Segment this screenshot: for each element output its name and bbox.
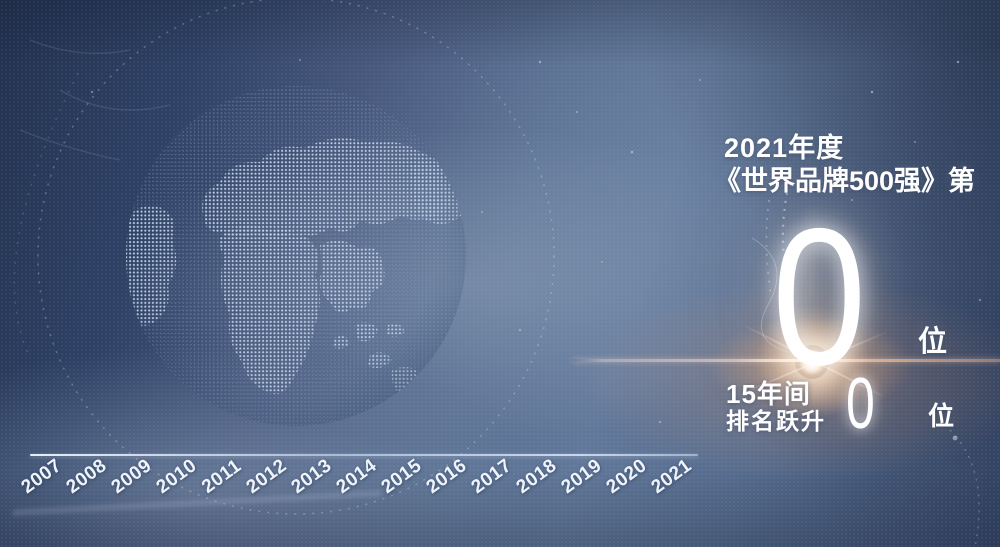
timeline-year-2020: 2020 (602, 455, 651, 499)
orbit-ring-icon (37, 0, 555, 515)
dotted-globe-icon (126, 86, 466, 426)
timeline-year-2018: 2018 (512, 455, 561, 499)
rank-unit: 位 (918, 326, 948, 358)
timeline-year-2017: 2017 (467, 455, 516, 499)
jump-unit: 位 (928, 401, 955, 431)
heading-award: 《世界品牌500强》第 (714, 166, 976, 196)
corner-arc-icon (949, 429, 980, 547)
scratch-texture-icon (19, 39, 171, 161)
heading-year: 2021年度 (724, 133, 845, 163)
timeline-year-2010: 2010 (152, 455, 201, 499)
timeline-year-2012: 2012 (242, 455, 291, 499)
globe-shading (126, 86, 466, 426)
timeline-year-2019: 2019 (557, 455, 606, 499)
dot-trail-icon (765, 199, 772, 296)
timeline-year-2008: 2008 (62, 455, 111, 499)
star-specks-icon (90, 59, 982, 463)
jump-period: 15年间 (726, 379, 811, 409)
timeline-year-2021: 2021 (647, 455, 696, 499)
timeline-year-2011: 2011 (198, 455, 246, 498)
rank-counter-digit: 0 (772, 188, 867, 406)
timeline-year-2013: 2013 (287, 455, 336, 499)
jump-counter: 0 (846, 368, 886, 440)
timeline-year-2014: 2014 (332, 455, 381, 499)
timeline-year-2015: 2015 (377, 455, 426, 499)
rank-counter: 0 (772, 200, 880, 395)
jump-counter-digit: 0 (846, 364, 875, 444)
timeline-labels: 2007 2008 2009 2010 2011 2012 2013 2014 2015 2016… (0, 455, 720, 520)
timeline-year-2009: 2009 (107, 455, 156, 499)
flare-core-icon (795, 345, 829, 379)
timeline-axis (30, 454, 698, 456)
jump-action: 排名跃升 (726, 408, 826, 434)
orbit-ring-outer-icon (13, 72, 79, 354)
timeline-year-2007: 2007 (17, 455, 66, 499)
dot-trail-icon (782, 192, 788, 279)
timeline-year-2016: 2016 (422, 455, 471, 499)
flare-streak-line (573, 359, 1000, 362)
